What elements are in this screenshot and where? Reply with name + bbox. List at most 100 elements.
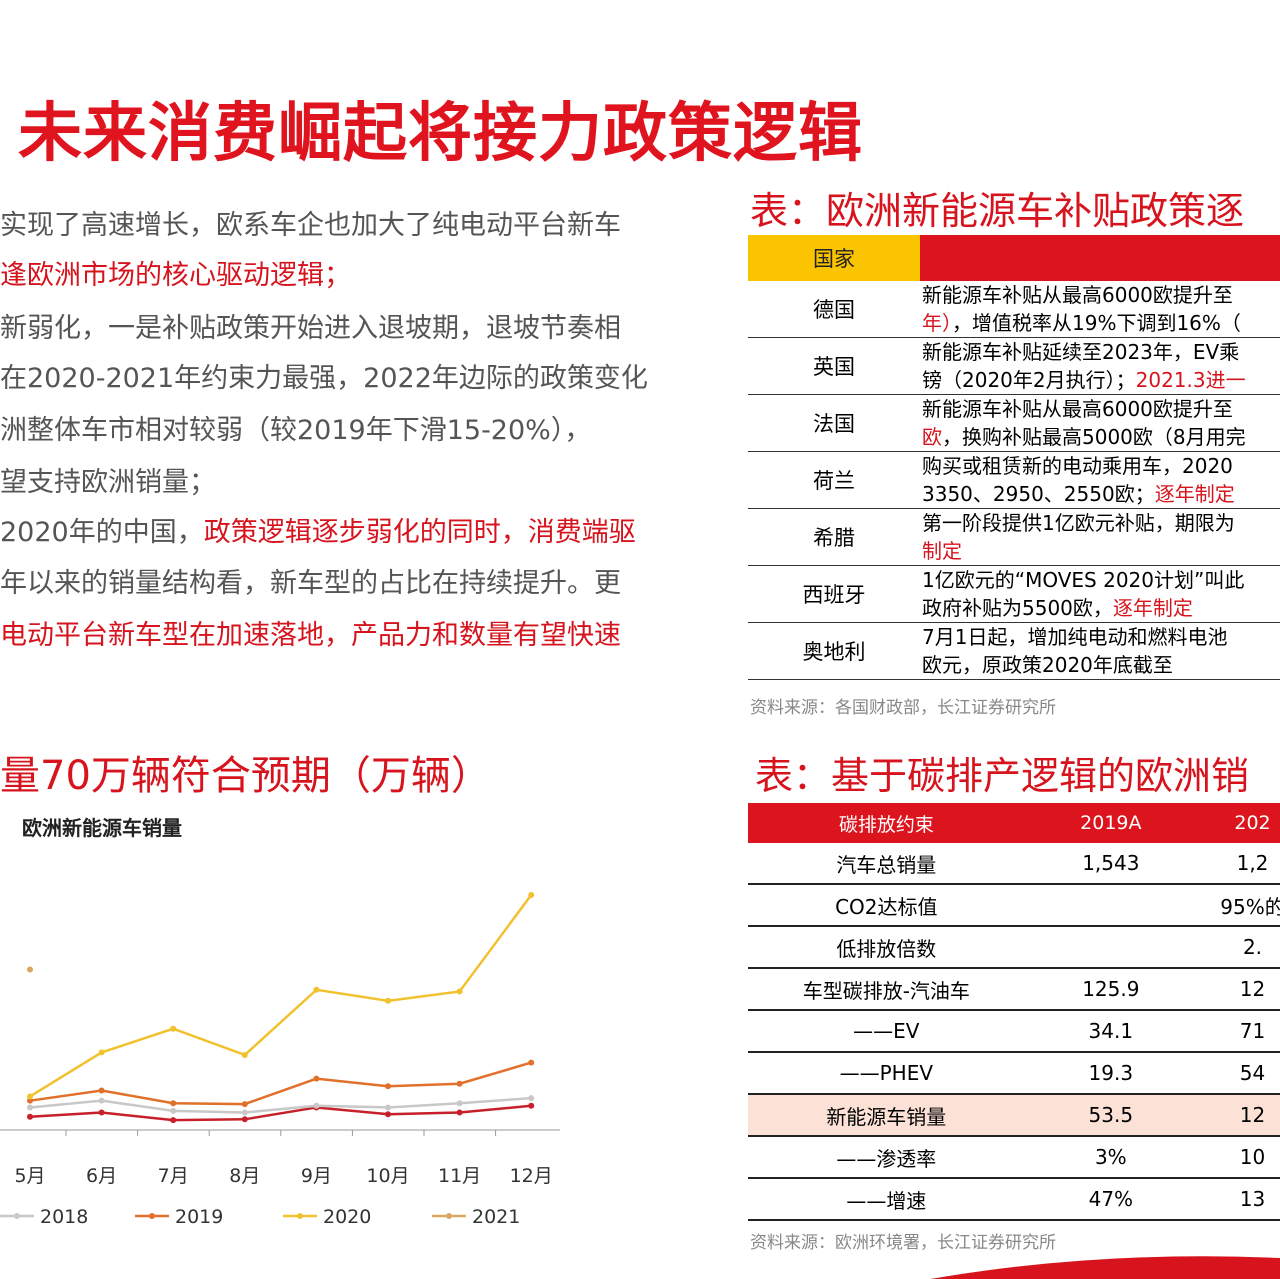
body-line: 电动平台新车型在加速落地，产品力和数量有望快速 [0, 613, 621, 652]
text-segment: 电动平台新车型在加速落地，产品力和数量有望快速 [0, 620, 621, 651]
series-line [29, 894, 533, 1098]
table-cell: 54 [1197, 1052, 1280, 1095]
header-cell: 碳排放约束 [748, 803, 1025, 843]
policy-line: 购买或租赁新的电动乘用车，2020 [920, 452, 1280, 480]
header-cell: 202 [1197, 803, 1280, 843]
table-row: 英国 新能源车补贴延续至2023年，EV乘 镑（2020年2月执行）；2021.3进… [748, 337, 1280, 395]
point [170, 1025, 177, 1032]
legend-label: 2021 [472, 1206, 520, 1228]
text-segment: 欧元，原政策2020年底截至 [922, 653, 1173, 677]
body-line: 实现了高速增长，欧系车企也加大了纯电动平台新车 [0, 203, 621, 242]
body-line: 2020年的中国，政策逻辑逐步弱化的同时，消费端驱 [0, 510, 636, 549]
text-segment: 逢欧洲市场的核心驱动逻辑； [0, 260, 351, 291]
table-cell: 10 [1197, 1136, 1280, 1179]
policy-line: 制定 [920, 537, 1280, 565]
point [528, 892, 535, 898]
text-segment: 新能源车补贴延续至2023年，EV乘 [922, 340, 1240, 364]
x-tick-label: 8月 [229, 1165, 260, 1187]
point [98, 1087, 105, 1094]
table-row: 奥地利 7月1日起，增加纯电动和燃料电池 欧元，原政策2020年底截至 [748, 622, 1280, 680]
country-cell: 奥地利 [748, 622, 920, 680]
header-row: 国家政 [748, 235, 1280, 281]
point [385, 1083, 391, 1090]
body-line: 新弱化，一是补贴政策开始进入退坡期，退坡节奏相 [0, 306, 621, 345]
decoration [930, 1256, 1280, 1279]
table-row: ——EV 34.1 71 [748, 1010, 1280, 1053]
table-cell: 71 [1197, 1010, 1280, 1053]
point [241, 1116, 248, 1123]
x-tick-label: 5月 [14, 1165, 45, 1187]
text-segment: 7月1日起，增加纯电动和燃料电池 [922, 625, 1228, 649]
table-row: 车型碳排放-汽油车 125.9 12 [748, 968, 1280, 1011]
point [528, 1095, 535, 1102]
policy-line: 新能源车补贴从最高6000欧提升至 [920, 281, 1280, 309]
table-row: 希腊 第一阶段提供1亿欧元补贴，期限为 制定 [748, 508, 1280, 566]
text-segment: 3350、2950、2550欧； [922, 482, 1155, 506]
x-tick-label: 10月 [366, 1165, 409, 1187]
text-segment: 新能源车补贴从最高6000欧提升至 [922, 283, 1233, 307]
table-row: 法国 新能源车补贴从最高6000欧提升至 欧，换购补贴最高5000欧（8月用完 [748, 394, 1280, 452]
text-segment: 年） [922, 311, 952, 335]
x-tick-label: 12月 [510, 1165, 553, 1187]
table-cell: 低排放倍数 [748, 926, 1025, 969]
x-tick-label: 9月 [301, 1165, 332, 1187]
policy-line: 欧元，原政策2020年底截至 [920, 651, 1280, 679]
policy-cell: 新能源车补贴从最高6000欧提升至 年），增值税率从19%下调到16%（ [920, 281, 1280, 338]
body-line: 在2020-2021年约束力最强，2022年边际的政策变化 [0, 356, 648, 395]
policy-line: 政府补贴为5500欧，逐年制定 [920, 594, 1280, 622]
series-line [29, 1096, 532, 1114]
chart-heading: 量70万辆符合预期（万辆） [0, 753, 491, 799]
point [27, 1093, 33, 1100]
country-cell: 荷兰 [748, 451, 920, 509]
policy-line: 新能源车补贴延续至2023年，EV乘 [920, 338, 1280, 366]
point [385, 1104, 391, 1111]
country-cell: 德国 [748, 281, 920, 338]
point [241, 1109, 248, 1116]
policy-cell: 购买或租赁新的电动乘用车，2020 3350、2950、2550欧；逐年制定 [920, 451, 1280, 509]
point [385, 1111, 391, 1118]
point [241, 1051, 248, 1058]
point [241, 1101, 248, 1108]
table-row: ——增速 47% 13 [748, 1178, 1280, 1221]
body-line: 洲整体车市相对较弱（较2019年下滑15-20%）， [0, 408, 591, 447]
point [313, 1075, 320, 1082]
text-segment: 政策逻辑逐步弱化的同时，消费端驱 [203, 517, 636, 548]
table-cell: 47% [1024, 1178, 1197, 1221]
country-cell: 西班牙 [748, 565, 920, 623]
table-cell: 新能源车销量 [748, 1094, 1025, 1137]
point [170, 1100, 177, 1107]
body-line: 年以来的销量结构看，新车型的占比在持续提升。更 [0, 561, 621, 600]
legend-label: 2019 [175, 1206, 223, 1228]
table-cell: 1,543 [1024, 843, 1197, 885]
source: 资料来源：欧洲环境署，长江证券研究所 [750, 1233, 1056, 1253]
table-cell: ——PHEV [748, 1052, 1025, 1095]
table-row: CO2达标值 95%的 [748, 884, 1280, 927]
body-line: 望支持欧洲销量； [0, 460, 216, 499]
table-cell [1024, 884, 1197, 927]
text-segment: 新弱化，一是补贴政策开始进入退坡期，退坡节奏相 [0, 313, 621, 344]
source: 资料来源：各国财政部，长江证券研究所 [750, 698, 1056, 718]
policy-line: 3350、2950、2550欧；逐年制定 [920, 480, 1280, 508]
policy-line: 欧，换购补贴最高5000欧（8月用完 [920, 423, 1280, 451]
point [98, 1097, 105, 1104]
header-cell: 2019A [1024, 803, 1197, 843]
table-cell: CO2达标值 [748, 884, 1025, 927]
text-segment: 年以来的销量结构看，新车型的占比在持续提升。更 [0, 568, 621, 599]
point [456, 1109, 463, 1116]
table-cell: 2. [1197, 926, 1280, 969]
policy-line: 第一阶段提供1亿欧元补贴，期限为 [920, 509, 1280, 537]
policy-cell: 1亿欧元的“MOVES 2020计划”叫此 政府补贴为5500欧，逐年制定 [920, 565, 1280, 623]
point [385, 997, 391, 1004]
point [27, 1097, 33, 1104]
policy-cell: 新能源车补贴延续至2023年，EV乘 镑（2020年2月执行）；2021.3进一 [920, 337, 1280, 395]
table-cell: ——渗透率 [748, 1136, 1025, 1179]
legend-dot [149, 1213, 155, 1219]
table-row: ——渗透率 3% 10 [748, 1136, 1280, 1179]
text-segment: 在2020-2021年约束力最强，2022年边际的政策变化 [0, 363, 648, 394]
table-cell: 车型碳排放-汽油车 [748, 968, 1025, 1011]
country-cell: 希腊 [748, 508, 920, 566]
series-line [29, 1104, 532, 1122]
table-row: 新能源车销量 53.5 12 [748, 1094, 1280, 1137]
policy-cell: 新能源车补贴从最高6000欧提升至 欧，换购补贴最高5000欧（8月用完 [920, 394, 1280, 452]
chart-title: 欧洲新能源车销量 [22, 816, 182, 840]
